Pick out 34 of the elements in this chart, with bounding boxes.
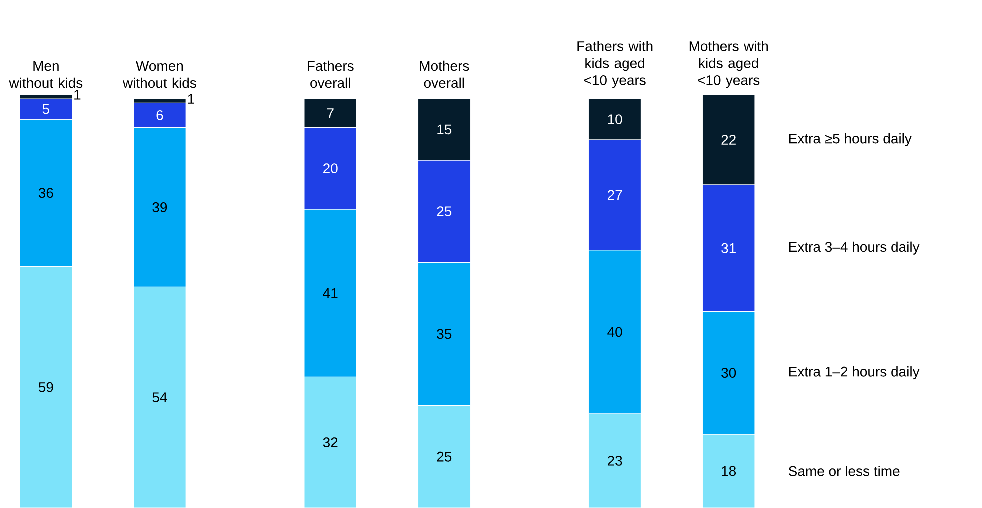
data-label: 23 xyxy=(608,456,622,466)
data-label: 18 xyxy=(722,466,736,476)
data-label: 25 xyxy=(437,452,452,462)
text: Extra 3–4 hours daily xyxy=(789,242,920,255)
data-label: 25 xyxy=(437,206,452,216)
text: Extra ≥5 hours daily xyxy=(789,133,912,146)
text: Same or less time xyxy=(788,466,900,476)
data-label: 30 xyxy=(722,368,736,378)
data-label: 31 xyxy=(722,243,736,254)
data-label: 6 xyxy=(156,110,164,120)
x-tick-label: Men without kids xyxy=(9,61,83,88)
data-label: 40 xyxy=(608,327,622,338)
data-label: 1 xyxy=(188,94,194,104)
data-label: 5 xyxy=(42,104,50,114)
data-label: 54 xyxy=(152,392,168,402)
data-label: 32 xyxy=(323,438,338,448)
data-label: 41 xyxy=(323,288,338,298)
x-tick-label: Mothers overall xyxy=(420,60,470,88)
data-label: 10 xyxy=(608,114,622,124)
data-label: 59 xyxy=(38,382,54,392)
text: Extra 1–2 hours daily xyxy=(789,366,920,380)
data-label: 1 xyxy=(74,90,81,100)
data-label: 39 xyxy=(152,202,168,212)
x-tick-label: Women without kids xyxy=(122,61,196,88)
x-tick-label: Fathers overall xyxy=(308,60,354,88)
data-label: 15 xyxy=(438,124,452,135)
data-label: 7 xyxy=(327,108,334,118)
data-label: 36 xyxy=(38,188,54,198)
data-label: 35 xyxy=(437,329,452,340)
data-label: 27 xyxy=(608,190,622,200)
x-tick-label: Mothers with kids aged <10 years xyxy=(690,41,768,88)
data-label: 20 xyxy=(324,164,338,174)
data-label: 22 xyxy=(722,135,736,145)
x-tick-label: Fathers with kids aged <10 years xyxy=(578,41,653,88)
